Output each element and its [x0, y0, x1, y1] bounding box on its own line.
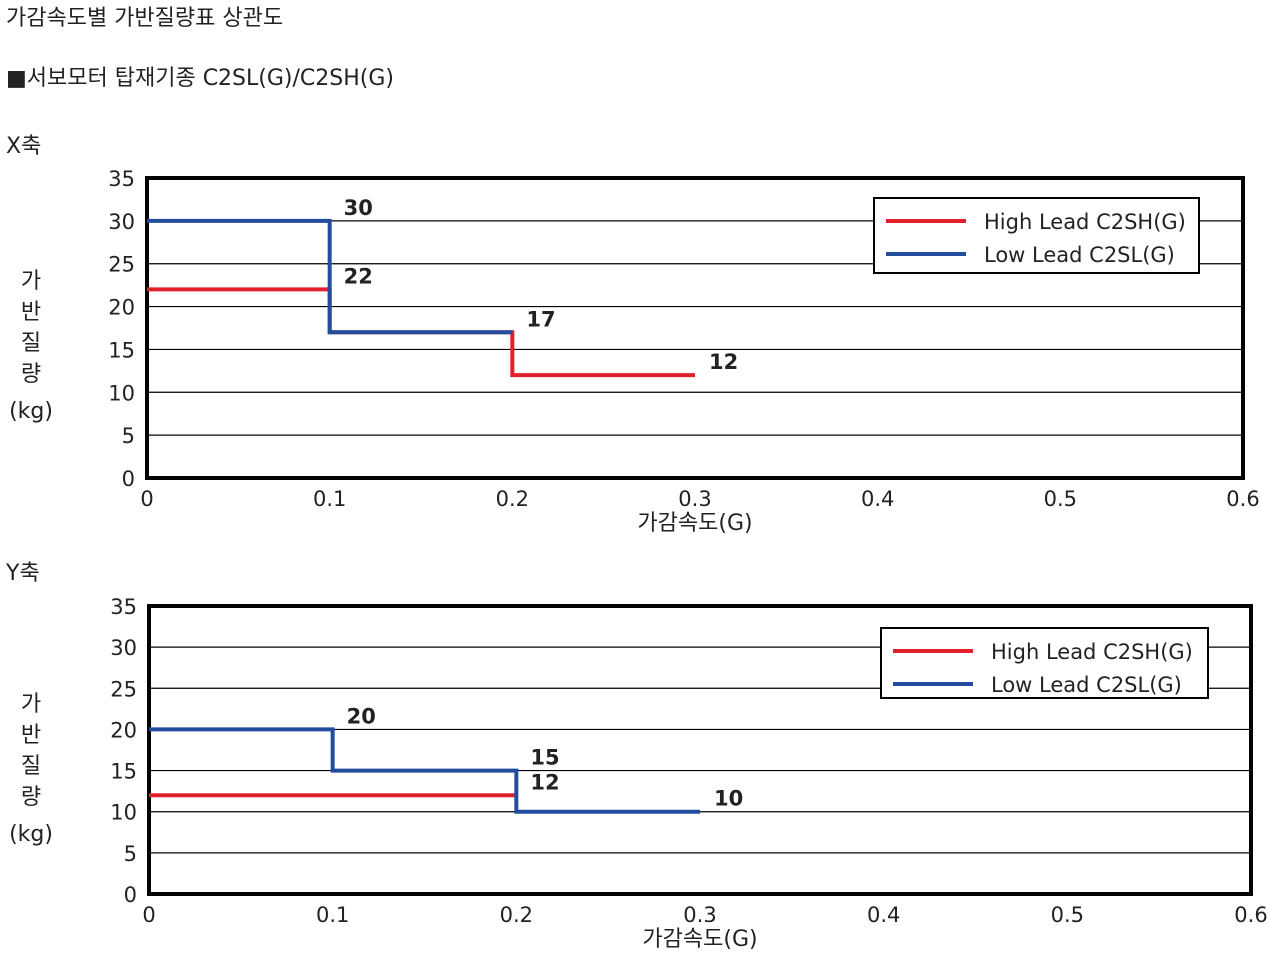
chart-y-data-label: 20: [347, 704, 376, 728]
chart-x-axis-load: 35 30 25 20 15 10 5 00 0.1 0.2 0.3 0.4 0.5 0.6 가감속도(G)…: [9, 167, 1260, 536]
page-subtitle: ■서보모터 탑재기종 C2SL(G)/C2SH(G): [6, 66, 394, 91]
chart-y-x-axis-label: 가감속도(G): [642, 927, 757, 952]
chart-x-data-label: 17: [526, 307, 555, 331]
chart-x-legend-box: [873, 197, 1200, 274]
chart-y-x-tick-label: 0.5: [1051, 903, 1084, 927]
chart-x-y-tick-label: 5: [122, 424, 135, 448]
chart-x-data-label: 22: [344, 264, 373, 288]
chart-x-y-tick-label: 20: [108, 296, 135, 320]
chart-y-y-tick-label: 25: [110, 677, 137, 701]
chart-x-legend-label: Low Lead C2SL(G): [984, 243, 1175, 267]
chart-y-plot-frame: [147, 604, 1253, 896]
chart-x-data-label: 30: [344, 196, 373, 220]
chart-x-y-tick-label: 0: [122, 467, 135, 491]
chart-y-legend-label: Low Lead C2SL(G): [991, 673, 1182, 697]
chart-x-title: X축: [6, 134, 42, 159]
chart-x-series-low-lead-line: [147, 218, 513, 335]
chart-y-legend-label: High Lead C2SH(G): [991, 640, 1193, 664]
chart-x-plot-frame: [145, 176, 1245, 480]
chart-y-data-label: 10: [714, 787, 743, 811]
chart-y-x-tick-label: 0.3: [683, 903, 716, 927]
chart-y-x-tick-label: 0.2: [500, 903, 533, 927]
chart-x-x-tick-label: 0.5: [1044, 487, 1077, 511]
chart-x-x-tick-label: 0.6: [1226, 487, 1259, 511]
chart-y-x-tick-label: 0.6: [1234, 903, 1267, 927]
chart-x-y-tick-label: 35: [108, 167, 135, 191]
chart-y-y-tick-label: 15: [110, 760, 137, 784]
chart-y-y-tick-label: 20: [110, 718, 137, 742]
chart-y-y-tick-label: 5: [124, 842, 137, 866]
chart-y-x-tick-label: 0: [142, 903, 155, 927]
chart-x-x-tick-label: 0.1: [313, 487, 346, 511]
chart-y-y-tick-label: 30: [110, 636, 137, 660]
chart-x-y-tick-label: 15: [108, 338, 135, 362]
chart-y-legend-box: [880, 627, 1209, 699]
chart-y-data-label: 15: [530, 746, 559, 770]
chart-x-y-axis-label: 가 반 질 량 (kg): [9, 269, 53, 424]
chart-y-y-tick-label: 35: [110, 595, 137, 619]
chart-y-title: Y축: [6, 561, 40, 586]
chart-y-x-tick-label: 0.4: [867, 903, 900, 927]
chart-x-x-tick-label: 0.2: [496, 487, 529, 511]
chart-x-y-tick-label: 10: [108, 381, 135, 405]
page-title: 가감속도별 가반질량표 상관도: [6, 6, 284, 31]
chart-y-y-tick-label: 10: [110, 801, 137, 825]
chart-x-x-tick-label: 0: [140, 487, 153, 511]
chart-x-legend-label: High Lead C2SH(G): [984, 210, 1186, 234]
chart-y-x-tick-label: 0.1: [316, 903, 349, 927]
chart-x-y-tick-label: 30: [108, 210, 135, 234]
chart-x-x-axis-label: 가감속도(G): [637, 511, 752, 536]
chart-y-data-label: 12: [530, 770, 559, 794]
chart-x-data-label: 12: [709, 350, 738, 374]
chart-y-y-axis-label: 가 반 질 량 (kg): [9, 692, 53, 847]
chart-y-axis-load: 35 30 25 20 15 10 5 00 0.1 0.2 0.3 0.4 0.5 0.6 가감속도(G)…: [9, 595, 1268, 952]
chart-x-x-tick-label: 0.4: [861, 487, 894, 511]
chart-y-series-low-lead-line: [149, 727, 700, 814]
chart-y-y-tick-label: 0: [124, 883, 137, 907]
chart-x-x-tick-label: 0.3: [678, 487, 711, 511]
chart-x-y-tick-label: 25: [108, 253, 135, 277]
